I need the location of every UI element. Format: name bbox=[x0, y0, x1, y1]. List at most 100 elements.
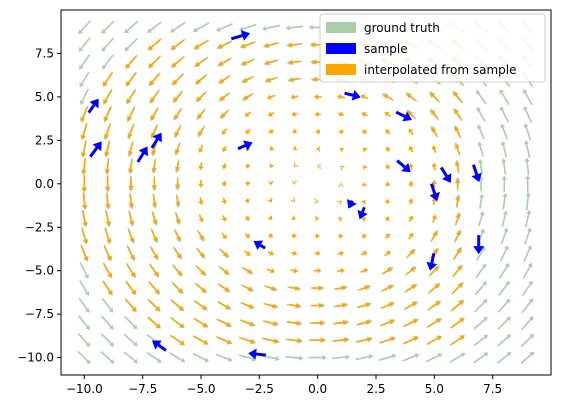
ground-truth-arrow bbox=[477, 158, 484, 175]
ground-truth-arrow bbox=[477, 124, 485, 140]
ground-truth-arrow bbox=[525, 192, 531, 211]
interpolated-arrow bbox=[454, 179, 461, 189]
y-tick-label: −7.5 bbox=[25, 307, 54, 321]
interpolated-arrow bbox=[315, 128, 320, 135]
interpolated-arrow bbox=[173, 74, 183, 85]
ground-truth-arrow bbox=[77, 333, 91, 347]
interpolated-arrow bbox=[148, 38, 161, 50]
interpolated-arrow bbox=[404, 319, 418, 327]
interpolated-arrow bbox=[219, 75, 230, 83]
interpolated-arrow bbox=[290, 268, 299, 274]
interpolated-arrow bbox=[244, 215, 250, 221]
interpolated-arrow bbox=[198, 144, 204, 153]
ground-truth-arrow bbox=[502, 193, 508, 210]
ground-truth-arrow bbox=[216, 23, 233, 32]
legend: ground truth sample interpolated from samp… bbox=[319, 13, 546, 83]
interpolated-arrow bbox=[266, 285, 276, 291]
interpolated-arrow bbox=[151, 178, 158, 190]
x-tick-label: 0.0 bbox=[308, 382, 327, 396]
ground-truth-arrow bbox=[501, 175, 507, 192]
interpolated-arrow bbox=[245, 128, 251, 134]
interpolated-arrow bbox=[382, 285, 393, 292]
ground-truth-arrow bbox=[524, 209, 532, 228]
interpolated-arrow bbox=[126, 264, 136, 277]
interpolated-arrow bbox=[128, 212, 135, 225]
interpolated-arrow bbox=[453, 266, 462, 276]
interpolated-arrow bbox=[384, 233, 390, 239]
interpolated-arrow bbox=[104, 159, 111, 174]
interpolated-arrow bbox=[175, 213, 181, 224]
interpolated-arrow bbox=[103, 107, 112, 122]
sample-arrow bbox=[344, 89, 361, 101]
legend-swatch bbox=[326, 43, 356, 54]
x-tick-label: 7.5 bbox=[483, 382, 502, 396]
interpolated-arrow bbox=[384, 198, 390, 204]
interpolated-arrow bbox=[408, 232, 414, 240]
interpolated-arrow bbox=[102, 281, 113, 295]
interpolated-arrow bbox=[104, 141, 110, 156]
ground-truth-arrow bbox=[473, 316, 488, 330]
y-tick-label: 7.5 bbox=[35, 46, 54, 60]
interpolated-arrow bbox=[289, 76, 300, 83]
interpolated-arrow bbox=[197, 249, 205, 258]
interpolated-arrow bbox=[217, 319, 231, 327]
interpolated-arrow bbox=[127, 125, 135, 138]
ground-truth-arrow bbox=[499, 106, 509, 123]
ground-truth-arrow bbox=[262, 355, 280, 362]
interpolated-arrow bbox=[195, 283, 206, 292]
ground-truth-arrow bbox=[78, 37, 91, 52]
ground-truth-arrow bbox=[78, 297, 90, 313]
interpolated-arrow bbox=[104, 228, 112, 243]
ground-truth-arrow bbox=[497, 298, 511, 313]
interpolated-arrow bbox=[408, 128, 414, 136]
ground-truth-arrow bbox=[124, 37, 138, 52]
interpolated-arrow bbox=[408, 180, 414, 187]
interpolated-arrow bbox=[220, 267, 229, 274]
ground-truth-arrow bbox=[124, 315, 138, 330]
interpolated-arrow bbox=[220, 93, 229, 100]
ground-truth-arrow bbox=[497, 334, 512, 347]
interpolated-arrow bbox=[362, 147, 368, 153]
ground-truth-arrow bbox=[523, 123, 532, 141]
interpolated-arrow bbox=[81, 158, 87, 175]
ground-truth-arrow bbox=[215, 353, 233, 362]
interpolated-arrow bbox=[361, 182, 368, 187]
ground-truth-arrow bbox=[100, 333, 114, 347]
interpolated-arrow bbox=[453, 92, 463, 103]
interpolated-arrow bbox=[172, 282, 183, 293]
interpolated-arrow bbox=[314, 111, 321, 118]
ground-truth-arrow bbox=[500, 140, 508, 158]
ground-truth-arrow bbox=[478, 193, 485, 209]
interpolated-arrow bbox=[127, 246, 135, 260]
interpolated-arrow bbox=[265, 303, 277, 309]
interpolated-arrow bbox=[241, 319, 254, 327]
interpolated-arrow bbox=[269, 163, 275, 168]
sample-arrow bbox=[89, 141, 102, 158]
ground-truth-arrow bbox=[102, 54, 114, 70]
interpolated-arrow bbox=[103, 72, 113, 87]
ground-truth-arrow bbox=[474, 299, 488, 313]
interpolated-arrow bbox=[151, 125, 158, 138]
interpolated-arrow bbox=[405, 284, 416, 292]
interpolated-arrow bbox=[384, 112, 392, 118]
interpolated-arrow bbox=[244, 198, 250, 204]
interpolated-arrow bbox=[127, 229, 135, 243]
ground-truth-arrow bbox=[521, 316, 534, 331]
interpolated-arrow bbox=[338, 182, 344, 187]
interpolated-arrow bbox=[383, 268, 392, 274]
interpolated-arrow bbox=[105, 211, 112, 226]
interpolated-arrow bbox=[381, 302, 394, 309]
interpolated-arrow bbox=[428, 301, 440, 310]
interpolated-arrow bbox=[407, 250, 415, 257]
interpolated-arrow bbox=[221, 197, 227, 205]
interpolated-arrow bbox=[218, 40, 231, 49]
interpolated-arrow bbox=[195, 57, 207, 66]
interpolated-arrow bbox=[103, 263, 112, 278]
ground-truth-arrow bbox=[79, 262, 89, 279]
interpolated-arrow bbox=[288, 42, 301, 48]
interpolated-arrow bbox=[313, 267, 322, 274]
interpolated-arrow bbox=[171, 300, 184, 311]
ground-truth-arrow bbox=[499, 89, 510, 105]
x-tick-label: −5.0 bbox=[186, 382, 215, 396]
interpolated-arrow bbox=[288, 320, 301, 326]
